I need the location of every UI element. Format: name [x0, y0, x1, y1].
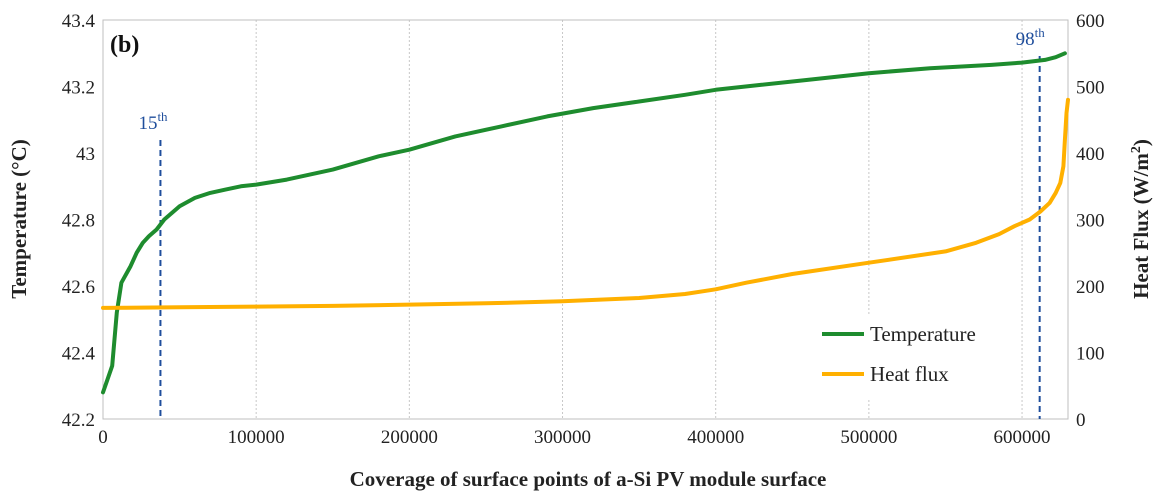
y-tick-label: 42.6 [62, 277, 95, 298]
y-tick-label: 43.4 [62, 11, 96, 32]
y-tick-label: 43.2 [62, 78, 95, 99]
legend-label-heat-flux: Heat flux [870, 362, 949, 386]
panel-label: (b) [110, 32, 139, 58]
legend-background [806, 316, 1006, 400]
annotation-label-98th: 98th [1016, 25, 1046, 50]
x-tick-label: 600000 [994, 427, 1051, 448]
x-axis-title: Coverage of surface points of a-Si PV mo… [350, 467, 827, 491]
y2-axis-title: Heat Flux (W/m2) [1129, 139, 1153, 299]
annotation-label-15th: 15th [138, 109, 168, 134]
y-tick-label: 43 [76, 144, 95, 165]
annotation-labels: 15th 98th [138, 25, 1045, 134]
series-lines [101, 51, 1070, 395]
y2-tick-label: 400 [1076, 144, 1105, 165]
x-tick-label: 400000 [687, 427, 744, 448]
y-axis-title: Temperature (°C) [7, 139, 31, 298]
y2-axis-title-main: Heat Flux (W/m [1129, 153, 1153, 299]
y-tick-label: 42.4 [62, 344, 96, 365]
y2-axis-title-sup: 2 [1129, 146, 1144, 153]
y2-tick-label: 0 [1076, 410, 1086, 431]
x-tick-label: 100000 [228, 427, 285, 448]
x-tick-label: 500000 [840, 427, 897, 448]
y2-axis-title-end: ) [1129, 139, 1153, 146]
annotation-lines [159, 56, 1041, 419]
y-tick-label: 42.2 [62, 410, 95, 431]
x-tick-label: 200000 [381, 427, 438, 448]
legend-label-temperature: Temperature [870, 322, 976, 346]
y2-tick-label: 300 [1076, 211, 1105, 232]
plot-frame [102, 19, 1069, 420]
y2-tick-label: 600 [1076, 11, 1105, 32]
y-tick-label: 42.8 [62, 211, 95, 232]
y2-tick-labels: 0 100 200 300 400 500 600 [1076, 11, 1105, 431]
y-tick-labels: 42.2 42.4 42.6 42.8 43 43.2 43.4 [62, 11, 96, 431]
legend: Temperature Heat flux [806, 316, 1006, 400]
x-tick-label: 0 [98, 427, 108, 448]
y2-tick-label: 500 [1076, 78, 1105, 99]
series-line-temperature [101, 51, 1067, 395]
y2-tick-label: 200 [1076, 277, 1105, 298]
series-line-heat-flux [101, 97, 1070, 310]
y2-tick-label: 100 [1076, 344, 1105, 365]
x-tick-label: 300000 [534, 427, 591, 448]
x-tick-labels: 0 100000 200000 300000 400000 500000 600000 [98, 427, 1050, 448]
